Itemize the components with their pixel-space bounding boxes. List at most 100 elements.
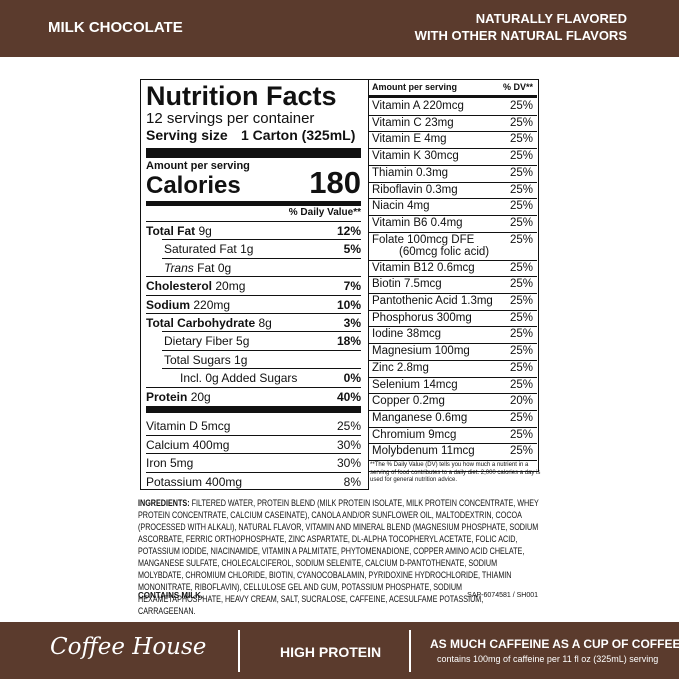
supplement-dv: 25% <box>509 445 533 458</box>
supplement-name: Vitamin A 220mcg <box>372 100 464 112</box>
caffeine-claim: AS MUCH CAFFEINE AS A CUP OF COFFEE <box>430 637 679 651</box>
nutrient-name: Sodium 220mg <box>146 298 230 312</box>
rule <box>162 331 361 333</box>
rule <box>146 471 361 473</box>
nutrient-dv: 12% <box>336 224 361 238</box>
serving-size-label: Serving size <box>146 127 228 143</box>
rule <box>368 426 537 428</box>
nutrient-name: Dietary Fiber 5g <box>164 334 249 348</box>
ingredients: INGREDIENTS: FILTERED WATER, PROTEIN BLE… <box>138 497 540 617</box>
rule <box>368 131 537 133</box>
supplement-dv: 25% <box>509 200 533 213</box>
nutrient-label: Sodium <box>146 297 190 312</box>
facts-title: Nutrition Facts <box>146 81 337 111</box>
nutrient-amount: 8g <box>258 316 272 330</box>
claim: HIGH PROTEIN <box>280 644 382 660</box>
nutrient-amount: 5g <box>236 334 250 349</box>
nutrient-name: Saturated Fat 1g <box>164 242 253 256</box>
nutrient-dv: 5% <box>343 242 361 257</box>
divider <box>409 630 411 672</box>
supplement-dv: 25% <box>509 183 533 196</box>
mineral-name: Potassium 400mg <box>146 474 243 489</box>
nutrient-italic: Trans <box>164 260 194 275</box>
supplement-dv: 25% <box>509 311 533 324</box>
mineral-dv: 30% <box>336 437 361 452</box>
rule <box>146 221 361 222</box>
supplement-name: Zinc 2.8mg <box>372 361 429 374</box>
rule <box>368 95 537 98</box>
rule <box>368 443 537 445</box>
serving-size: 1 Carton (325mL) <box>241 127 356 143</box>
nutrient-dv: 10% <box>336 297 361 312</box>
rule <box>146 148 361 158</box>
supplement-name: Folate 100mcg DFE <box>372 233 475 246</box>
footer-bar <box>0 622 679 679</box>
nutrient-dv: 7% <box>343 279 361 294</box>
supplement-dv: 20% <box>509 395 533 408</box>
nutrient-dv: 0% <box>343 371 361 386</box>
supplement-name: Iodine 38mcg <box>372 328 442 341</box>
rule <box>368 343 537 345</box>
rule <box>368 164 537 166</box>
rule <box>162 239 361 241</box>
supplement-name: Manganese 0.6mg <box>372 411 468 424</box>
footnote: **The % Daily Value (DV) tells you how m… <box>370 462 541 483</box>
rule <box>146 434 361 436</box>
supplement-dv: 25% <box>509 428 533 441</box>
rule <box>146 294 361 296</box>
nutrient-label: Protein <box>146 389 188 404</box>
supplement-dv: 25% <box>509 278 533 291</box>
supplement-name: Pantothenic Acid 1.3mg <box>372 295 493 307</box>
ingredients-text: FILTERED WATER, PROTEIN BLEND (MILK PROT… <box>138 498 539 616</box>
nutrient-label: Total Fat <box>146 224 196 238</box>
supplement-name: Thiamin 0.3mg <box>372 166 449 179</box>
supplement-dv: 25% <box>509 216 533 229</box>
supplement-dv: 25% <box>509 378 533 391</box>
nutrient-name: Total Carbohydrate 8g <box>146 316 272 330</box>
supplement-name: Vitamin E 4mg <box>372 133 447 146</box>
calories: 180 <box>309 165 361 200</box>
supplement-name: Vitamin B12 0.6mcg <box>372 261 475 274</box>
nutrient-label: Dietary Fiber <box>164 334 233 349</box>
nutrient-amount: 20mg <box>215 279 246 294</box>
nutrient-amount: 1g <box>240 242 254 257</box>
nutrient-label: Cholesterol <box>146 279 213 294</box>
mineral-dv: 25% <box>336 419 361 433</box>
ingredients-label: INGREDIENTS: <box>138 498 190 508</box>
supplement-dv: 25% <box>509 295 533 307</box>
rule <box>368 259 537 261</box>
rule <box>368 376 537 378</box>
rule <box>146 276 361 278</box>
nutrient-amount: 220mg <box>193 297 231 312</box>
nutrient-name: Total Fat 9g <box>146 224 212 238</box>
dv-header: % DV** <box>502 82 533 92</box>
rule <box>368 359 537 361</box>
rule <box>368 231 537 233</box>
supplement-name: Biotin 7.5mcg <box>372 278 442 291</box>
mineral-dv: 30% <box>336 456 361 470</box>
rule <box>146 406 361 413</box>
rule <box>162 368 361 370</box>
supplement-box <box>368 79 539 472</box>
rule <box>146 313 361 314</box>
rule <box>368 393 537 395</box>
nutrient-dv: 40% <box>336 389 361 404</box>
rule <box>368 460 537 461</box>
supplement-dv: 25% <box>509 233 533 246</box>
supplement-name: Niacin 4mg <box>372 200 430 213</box>
nutrient-amount: 0g <box>217 260 232 275</box>
supplement-dv: 25% <box>509 150 533 163</box>
nutrient-amount: 9g <box>198 224 212 238</box>
header-bar <box>0 0 679 57</box>
rule <box>146 386 361 388</box>
nutrient-name: Cholesterol 20mg <box>146 279 245 293</box>
nutrient-amount: 1g <box>234 352 248 367</box>
flavor-line: NATURALLY FLAVORED <box>475 11 627 26</box>
supplement-name: Vitamin C 23mg <box>372 116 454 129</box>
rule <box>162 257 361 259</box>
nutrient-label: Fat <box>197 260 215 275</box>
caffeine-note: contains 100mg of caffeine per 11 fl oz … <box>437 654 659 664</box>
supplement-name: Vitamin B6 0.4mg <box>372 216 463 229</box>
divider <box>238 630 240 672</box>
